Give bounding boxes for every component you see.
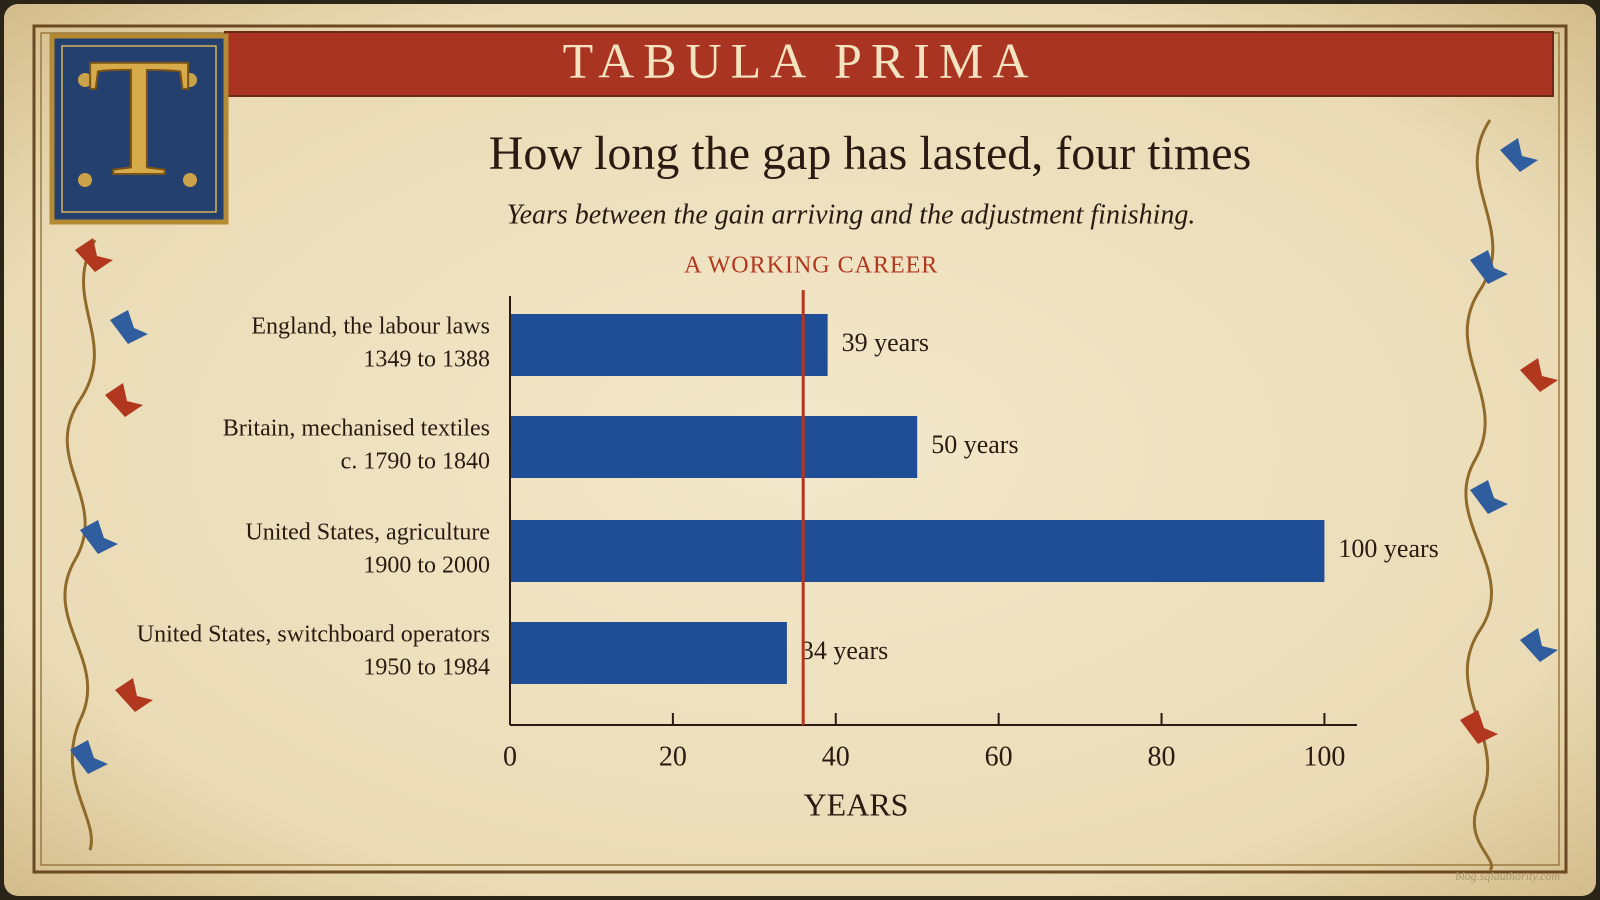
watermark: blog.sqlauthority.com <box>1455 869 1560 883</box>
bar <box>510 622 787 684</box>
vine-right <box>1464 119 1495 872</box>
initial-ornament <box>78 73 197 187</box>
x-tick-label: 80 <box>1148 741 1176 772</box>
value-label: 39 years <box>842 328 929 357</box>
leaves <box>70 138 1558 774</box>
category-label: United States, agriculture <box>245 520 490 546</box>
x-tick-label: 40 <box>822 741 850 772</box>
bar <box>510 314 828 376</box>
value-label: 34 years <box>801 636 888 665</box>
vine-left <box>63 239 97 851</box>
category-label: United States, switchboard operators <box>137 622 490 648</box>
x-tick-label: 100 <box>1303 741 1345 772</box>
category-period: 1900 to 2000 <box>363 553 490 579</box>
chart-title: How long the gap has lasted, four times <box>489 127 1252 180</box>
category-label: Britain, mechanised textiles <box>223 416 490 442</box>
bar <box>510 416 918 478</box>
x-tick-label: 0 <box>503 741 517 772</box>
value-label: 100 years <box>1338 534 1438 563</box>
chart-subtitle: Years between the gain arriving and the … <box>507 199 1196 230</box>
category-label: England, the labour laws <box>251 314 490 340</box>
initial-box-inner <box>61 45 217 213</box>
category-period: 1950 to 1984 <box>363 655 490 681</box>
x-axis-label: YEARS <box>804 786 909 822</box>
banner <box>224 31 1554 97</box>
banner-title: TABULA PRIMA <box>563 32 1038 88</box>
reference-label: A WORKING CAREER <box>684 253 938 279</box>
initial-box <box>49 33 229 225</box>
initial-letter: T <box>87 23 191 211</box>
category-period: 1349 to 1388 <box>363 347 490 373</box>
category-period: c. 1790 to 1840 <box>341 449 490 475</box>
x-tick-label: 20 <box>659 741 687 772</box>
frame <box>32 24 1568 874</box>
x-tick-label: 60 <box>985 741 1013 772</box>
bar <box>510 520 1325 582</box>
plot: 39 years England, the labour laws 1349 to … <box>137 253 1439 773</box>
value-label: 50 years <box>931 430 1018 459</box>
